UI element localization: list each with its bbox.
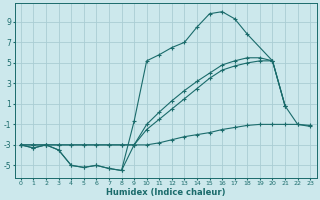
X-axis label: Humidex (Indice chaleur): Humidex (Indice chaleur) [106,188,225,197]
